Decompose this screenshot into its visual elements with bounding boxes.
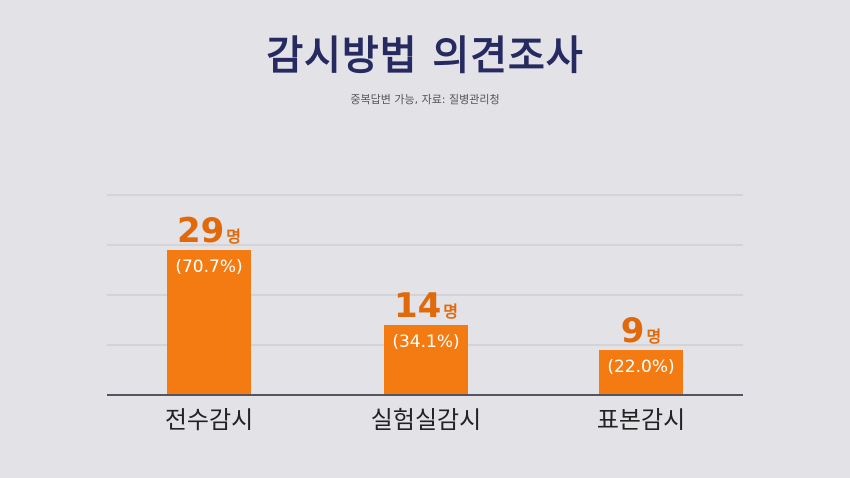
bar-percent-label: (34.1%) bbox=[392, 332, 459, 352]
bar-value-label: 29 명 bbox=[177, 211, 241, 251]
bar-value-number: 14 bbox=[394, 286, 441, 326]
bar-value-unit: 명 bbox=[646, 327, 661, 346]
chart-title: 감시방법 의견조사 bbox=[266, 33, 584, 79]
bar-value-unit: 명 bbox=[443, 302, 458, 321]
bar-percent-label: (70.7%) bbox=[175, 257, 242, 277]
bar-value-number: 29 bbox=[177, 211, 224, 251]
bar-value-unit: 명 bbox=[226, 227, 241, 246]
category-label: 표본감시 bbox=[597, 406, 685, 434]
category-label: 전수감시 bbox=[165, 406, 253, 434]
bar bbox=[384, 325, 468, 395]
bar bbox=[167, 250, 251, 395]
bar-percent-label: (22.0%) bbox=[607, 357, 674, 377]
bar-value-label: 14 명 bbox=[394, 286, 458, 326]
bar bbox=[599, 350, 683, 395]
category-label: 실험실감시 bbox=[371, 406, 481, 434]
chart-subtitle: 중복답변 가능, 자료: 질병관리청 bbox=[350, 93, 500, 106]
bar-value-number: 9 bbox=[621, 311, 645, 351]
